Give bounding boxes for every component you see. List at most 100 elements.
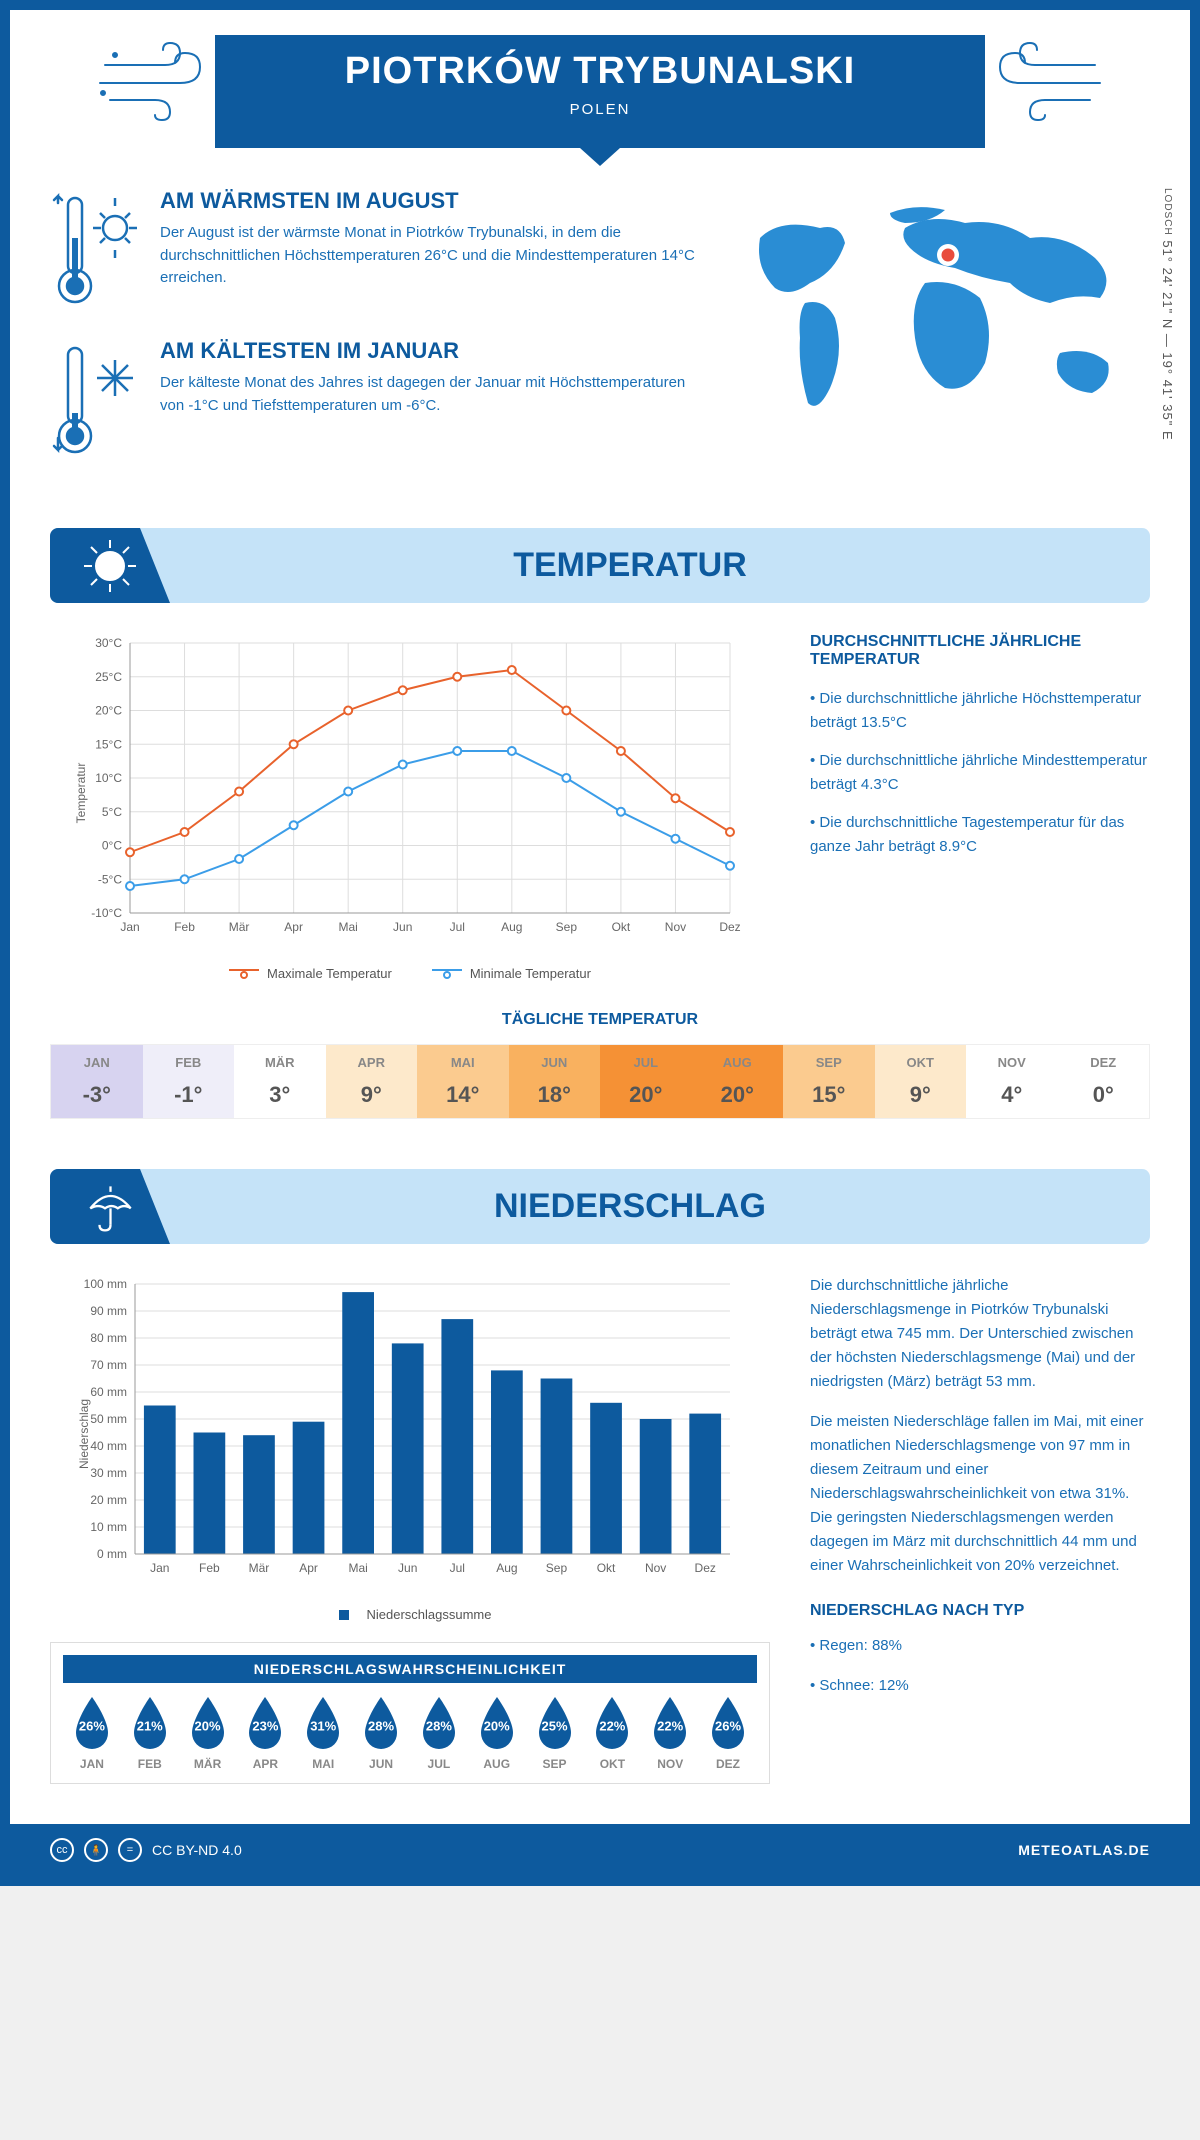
- license-text: CC BY-ND 4.0: [152, 1842, 242, 1858]
- prob-cell: 22% NOV: [641, 1695, 699, 1771]
- raindrop-icon: 31%: [301, 1695, 345, 1751]
- svg-text:Niederschlag: Niederschlag: [77, 1399, 91, 1469]
- world-map-box: LODSCH 51° 24' 21" N — 19° 41' 35" E: [730, 188, 1150, 488]
- raindrop-icon: 23%: [243, 1695, 287, 1751]
- temperature-legend: Maximale Temperatur Minimale Temperatur: [50, 966, 770, 981]
- summary-title: DURCHSCHNITTLICHE JÄHRLICHE TEMPERATUR: [810, 633, 1150, 669]
- svg-text:100 mm: 100 mm: [84, 1277, 127, 1291]
- warmest-title: AM WÄRMSTEN IM AUGUST: [160, 188, 700, 214]
- summary-bullet-0: • Die durchschnittliche jährliche Höchst…: [810, 687, 1150, 735]
- raindrop-icon: 28%: [359, 1695, 403, 1751]
- svg-text:Nov: Nov: [645, 1561, 666, 1575]
- svg-text:Feb: Feb: [174, 920, 195, 934]
- temperature-title: TEMPERATUR: [128, 546, 1132, 585]
- daily-cell: SEP15°: [783, 1045, 875, 1118]
- legend-min-label: Minimale Temperatur: [470, 966, 591, 981]
- footer: cc 🧍 = CC BY-ND 4.0 METEOATLAS.DE: [10, 1824, 1190, 1876]
- svg-text:Jun: Jun: [393, 920, 412, 934]
- umbrella-icon: [83, 1179, 138, 1234]
- daily-cell: APR9°: [326, 1045, 418, 1118]
- temperature-chart: -10°C-5°C0°C5°C10°C15°C20°C25°C30°CJanFe…: [50, 633, 770, 981]
- daily-temp-title: TÄGLICHE TEMPERATUR: [50, 1011, 1150, 1029]
- svg-text:Dez: Dez: [695, 1561, 716, 1575]
- precip-legend-label: Niederschlagssumme: [367, 1607, 492, 1622]
- svg-text:Aug: Aug: [496, 1561, 517, 1575]
- svg-text:5°C: 5°C: [102, 805, 122, 819]
- summary-bullet-1: • Die durchschnittliche jährliche Mindes…: [810, 749, 1150, 797]
- coordinates-label: LODSCH 51° 24' 21" N — 19° 41' 35" E: [1160, 188, 1175, 441]
- svg-text:Mär: Mär: [249, 1561, 270, 1575]
- svg-text:0°C: 0°C: [102, 839, 122, 853]
- daily-cell: DEZ0°: [1058, 1045, 1150, 1118]
- precip-chart-col: 0 mm10 mm20 mm30 mm40 mm50 mm60 mm70 mm8…: [50, 1274, 770, 1784]
- precip-legend: Niederschlagssumme: [50, 1607, 770, 1622]
- legend-max-label: Maximale Temperatur: [267, 966, 392, 981]
- svg-text:Sep: Sep: [556, 920, 578, 934]
- prob-cell: 28% JUN: [352, 1695, 410, 1771]
- intro-text-col: AM WÄRMSTEN IM AUGUST Der August ist der…: [50, 188, 700, 488]
- svg-text:Jan: Jan: [150, 1561, 169, 1575]
- prob-cell: 21% FEB: [121, 1695, 179, 1771]
- raindrop-icon: 21%: [128, 1695, 172, 1751]
- intro-row: AM WÄRMSTEN IM AUGUST Der August ist der…: [50, 188, 1150, 488]
- prob-cell: 20% AUG: [468, 1695, 526, 1771]
- daily-cell: MÄR3°: [234, 1045, 326, 1118]
- svg-text:Okt: Okt: [597, 1561, 616, 1575]
- precip-snow: • Schnee: 12%: [810, 1674, 1150, 1698]
- prob-cell: 25% SEP: [526, 1695, 584, 1771]
- coldest-title: AM KÄLTESTEN IM JANUAR: [160, 338, 700, 364]
- svg-text:30 mm: 30 mm: [90, 1466, 127, 1480]
- svg-text:Feb: Feb: [199, 1561, 220, 1575]
- prob-cell: 28% JUL: [410, 1695, 468, 1771]
- temperature-row: -10°C-5°C0°C5°C10°C15°C20°C25°C30°CJanFe…: [50, 633, 1150, 981]
- header: PIOTRKÓW TRYBUNALSKI POLEN: [50, 35, 1150, 148]
- svg-text:Jan: Jan: [120, 920, 139, 934]
- prob-cell: 26% JAN: [63, 1695, 121, 1771]
- thermometer-cold-icon: [50, 338, 140, 458]
- thermometer-hot-icon: [50, 188, 140, 308]
- header-banner: PIOTRKÓW TRYBUNALSKI POLEN: [215, 35, 985, 148]
- svg-text:25°C: 25°C: [95, 670, 122, 684]
- coldest-text: Der kälteste Monat des Jahres ist dagege…: [160, 372, 700, 417]
- warmest-text: Der August ist der wärmste Monat in Piot…: [160, 222, 700, 290]
- prob-cell: 22% OKT: [583, 1695, 641, 1771]
- precip-type-title: NIEDERSCHLAG NACH TYP: [810, 1598, 1150, 1624]
- raindrop-icon: 25%: [533, 1695, 577, 1751]
- daily-cell: OKT9°: [875, 1045, 967, 1118]
- precip-title: NIEDERSCHLAG: [128, 1187, 1132, 1226]
- sun-icon: [80, 536, 140, 596]
- svg-text:Jul: Jul: [450, 1561, 465, 1575]
- svg-text:30°C: 30°C: [95, 636, 122, 650]
- by-icon: 🧍: [84, 1838, 108, 1862]
- svg-text:10°C: 10°C: [95, 771, 122, 785]
- temperature-section-header: TEMPERATUR: [50, 528, 1150, 603]
- coldest-block: AM KÄLTESTEN IM JANUAR Der kälteste Mona…: [50, 338, 700, 458]
- raindrop-icon: 22%: [648, 1695, 692, 1751]
- infographic-container: PIOTRKÓW TRYBUNALSKI POLEN: [0, 0, 1200, 1886]
- precip-section-header: NIEDERSCHLAG: [50, 1169, 1150, 1244]
- prob-title: NIEDERSCHLAGSWAHRSCHEINLICHKEIT: [63, 1655, 757, 1683]
- precip-p2: Die meisten Niederschläge fallen im Mai,…: [810, 1410, 1150, 1578]
- source-text: METEOATLAS.DE: [1018, 1842, 1150, 1858]
- svg-text:0 mm: 0 mm: [97, 1547, 127, 1561]
- svg-text:Jun: Jun: [398, 1561, 417, 1575]
- svg-text:Sep: Sep: [546, 1561, 568, 1575]
- svg-text:40 mm: 40 mm: [90, 1439, 127, 1453]
- svg-text:60 mm: 60 mm: [90, 1385, 127, 1399]
- svg-text:80 mm: 80 mm: [90, 1331, 127, 1345]
- svg-text:20 mm: 20 mm: [90, 1493, 127, 1507]
- daily-cell: NOV4°: [966, 1045, 1058, 1118]
- svg-text:Aug: Aug: [501, 920, 522, 934]
- raindrop-icon: 28%: [417, 1695, 461, 1751]
- wind-icon-right: [985, 35, 1105, 125]
- svg-text:20°C: 20°C: [95, 704, 122, 718]
- raindrop-icon: 20%: [475, 1695, 519, 1751]
- svg-text:50 mm: 50 mm: [90, 1412, 127, 1426]
- svg-text:70 mm: 70 mm: [90, 1358, 127, 1372]
- svg-text:Apr: Apr: [284, 920, 303, 934]
- precip-probability-box: NIEDERSCHLAGSWAHRSCHEINLICHKEIT 26% JAN …: [50, 1642, 770, 1784]
- daily-cell: JUL20°: [600, 1045, 692, 1118]
- svg-text:Temperatur: Temperatur: [74, 763, 88, 824]
- svg-text:Mai: Mai: [348, 1561, 367, 1575]
- svg-text:Apr: Apr: [299, 1561, 318, 1575]
